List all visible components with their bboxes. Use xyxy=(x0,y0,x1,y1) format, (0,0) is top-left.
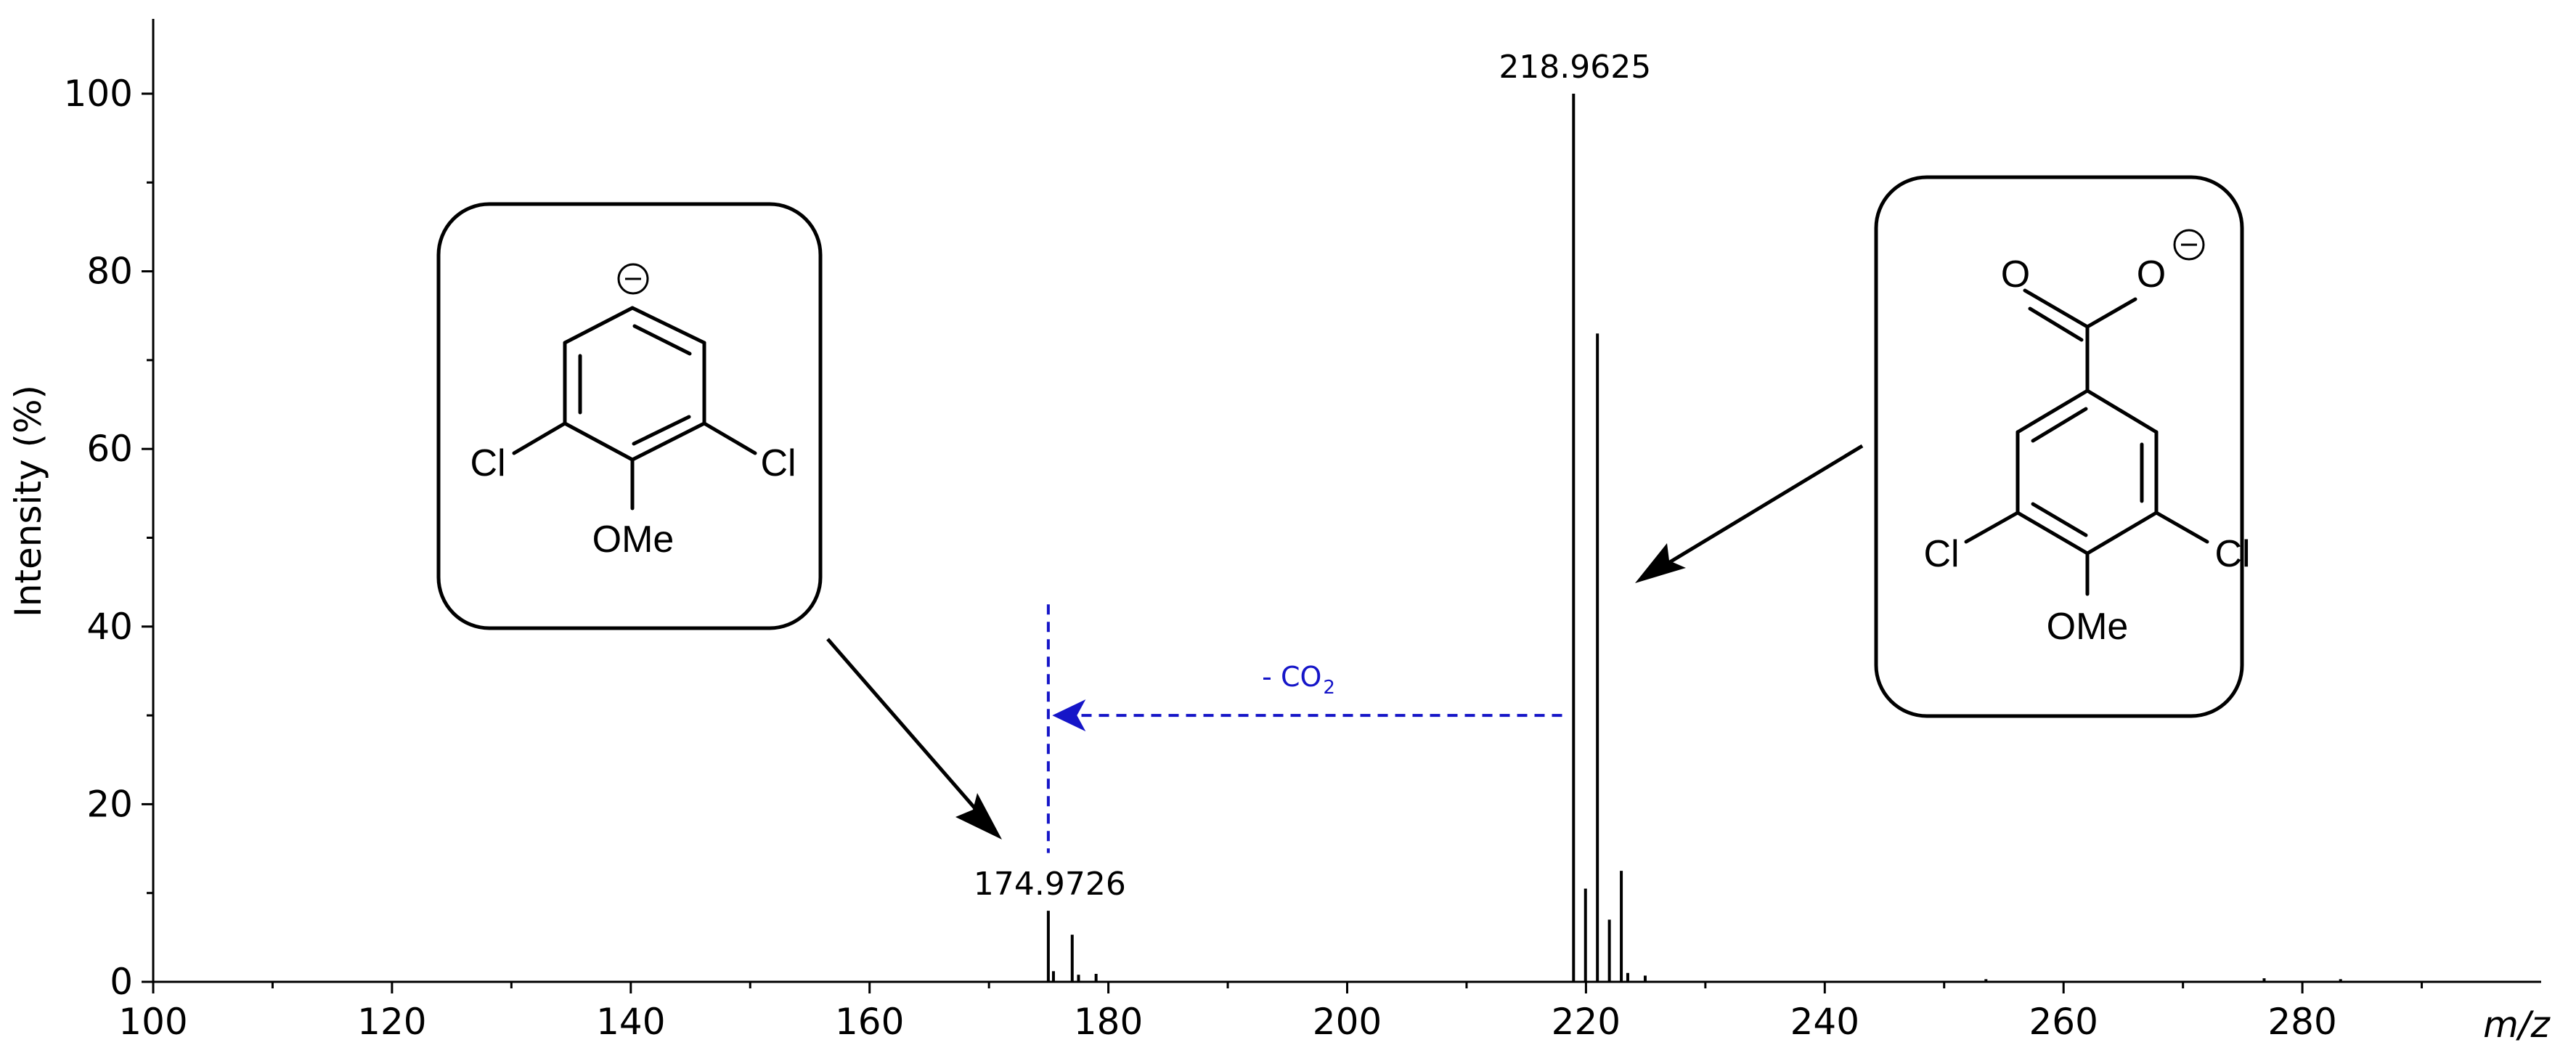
right-cl-left: Cl xyxy=(1923,533,1959,575)
x-tick-label: 160 xyxy=(835,1001,904,1043)
peak-labels: 218.9625 174.9726 xyxy=(974,49,1651,903)
y-tick-label: 100 xyxy=(64,73,133,115)
co2-loss-subscript: 2 xyxy=(1323,677,1335,699)
y-tick-label: 0 xyxy=(110,961,133,1003)
y-tick-label: 60 xyxy=(86,428,133,470)
right-structure-box: O O Cl Cl OMe xyxy=(1874,175,2251,718)
peak-label: 174.9726 xyxy=(974,866,1126,903)
x-tick-label: 280 xyxy=(2267,1001,2336,1043)
pointer-arrows xyxy=(826,444,1864,839)
co2-loss-annotation: - CO 2 xyxy=(1046,604,1562,853)
right-cl-right: Cl xyxy=(2214,533,2250,575)
right-structure-pointer-line xyxy=(1661,444,1864,569)
y-axis-title: Intensity (%) xyxy=(7,385,49,617)
x-tick-label: 200 xyxy=(1313,1001,1382,1043)
y-tick-label: 20 xyxy=(86,783,133,825)
x-ticks: 100 120 140 160 180 200 220 240 260 280 xyxy=(118,982,2424,1043)
x-tick-label: 140 xyxy=(596,1001,665,1043)
x-tick-label: 180 xyxy=(1074,1001,1143,1043)
right-o-carbonyl: O xyxy=(2001,253,2030,296)
x-tick-label: 120 xyxy=(357,1001,426,1043)
left-benzene-ring xyxy=(512,306,757,511)
left-structure-frame xyxy=(436,202,823,630)
co2-loss-label: - CO xyxy=(1262,661,1321,693)
right-structure-pointer-head xyxy=(1635,543,1686,583)
right-ome: OMe xyxy=(2047,606,2129,648)
right-structure-frame xyxy=(1874,175,2244,718)
x-tick-label: 220 xyxy=(1552,1001,1621,1043)
left-ome: OMe xyxy=(592,519,674,561)
y-tick-label: 80 xyxy=(86,251,133,293)
left-anion-charge-ring xyxy=(617,263,649,295)
left-structure-pointer-head xyxy=(955,793,1002,839)
right-o-anion: O xyxy=(2137,253,2166,296)
x-tick-label: 260 xyxy=(2029,1001,2098,1043)
x-tick-label: 100 xyxy=(118,1001,187,1043)
y-tick-label: 40 xyxy=(86,606,133,648)
y-ticks: 0 20 40 60 80 100 xyxy=(64,73,153,1003)
right-anion-charge-ring xyxy=(2173,229,2205,261)
right-benzene-ring xyxy=(1964,288,2209,596)
x-tick-label: 240 xyxy=(1790,1001,1859,1043)
left-structure-box: Cl Cl OMe xyxy=(436,202,823,630)
co2-loss-arrowhead xyxy=(1052,699,1086,732)
left-cl-right: Cl xyxy=(760,442,796,484)
spectrum-peaks xyxy=(1046,94,2342,982)
left-structure-pointer-line xyxy=(826,638,985,820)
x-axis-title: m/z xyxy=(2483,1004,2551,1046)
peak-label: 218.9625 xyxy=(1499,49,1651,86)
left-cl-left: Cl xyxy=(470,442,505,484)
